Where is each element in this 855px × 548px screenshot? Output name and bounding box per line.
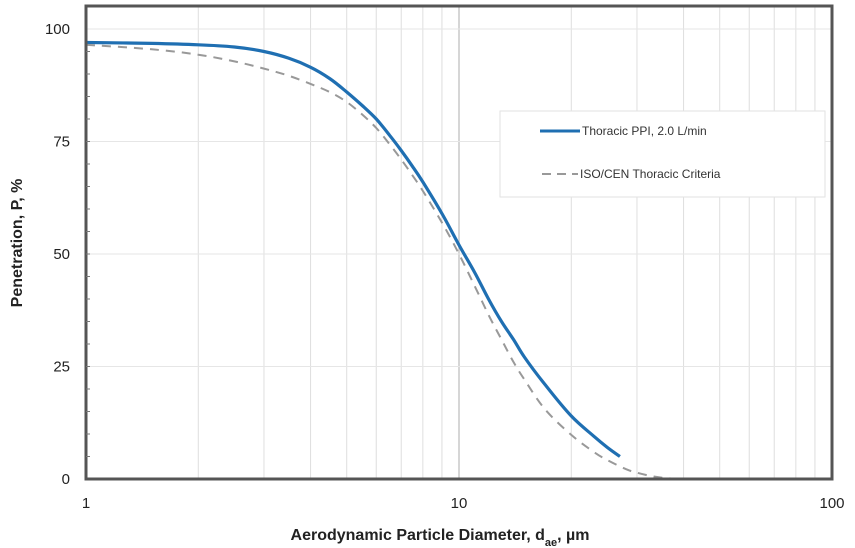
x-axis-ticks: 1 10 100 <box>82 495 845 512</box>
grid-lines <box>86 6 832 479</box>
y-tick-label: 25 <box>53 359 70 376</box>
series-line-iso-cen <box>85 43 684 480</box>
y-tick-label: 100 <box>45 21 70 38</box>
legend: Thoracic PPI, 2.0 L/min ISO/CEN Thoracic… <box>499 110 826 198</box>
y-axis-title: Penetration, P, % <box>9 179 26 308</box>
plot-frame <box>84 4 834 481</box>
y-tick-label: 50 <box>53 246 70 263</box>
series-line-thoracic-ppi <box>85 40 621 458</box>
y-tick-label: 75 <box>53 134 70 151</box>
data-series <box>85 40 684 480</box>
x-tick-label: 10 <box>451 495 468 512</box>
legend-box <box>499 110 826 198</box>
x-tick-label: 100 <box>819 495 844 512</box>
x-tick-label: 1 <box>82 495 90 512</box>
legend-label-iso: ISO/CEN Thoracic Criteria <box>580 167 721 181</box>
y-axis-ticks: 0 25 50 75 100 <box>45 21 90 488</box>
y-tick-label: 0 <box>62 471 70 488</box>
x-axis-title: Aerodynamic Particle Diameter, dae, µm <box>291 527 590 548</box>
legend-label-ppi: Thoracic PPI, 2.0 L/min <box>582 124 707 138</box>
